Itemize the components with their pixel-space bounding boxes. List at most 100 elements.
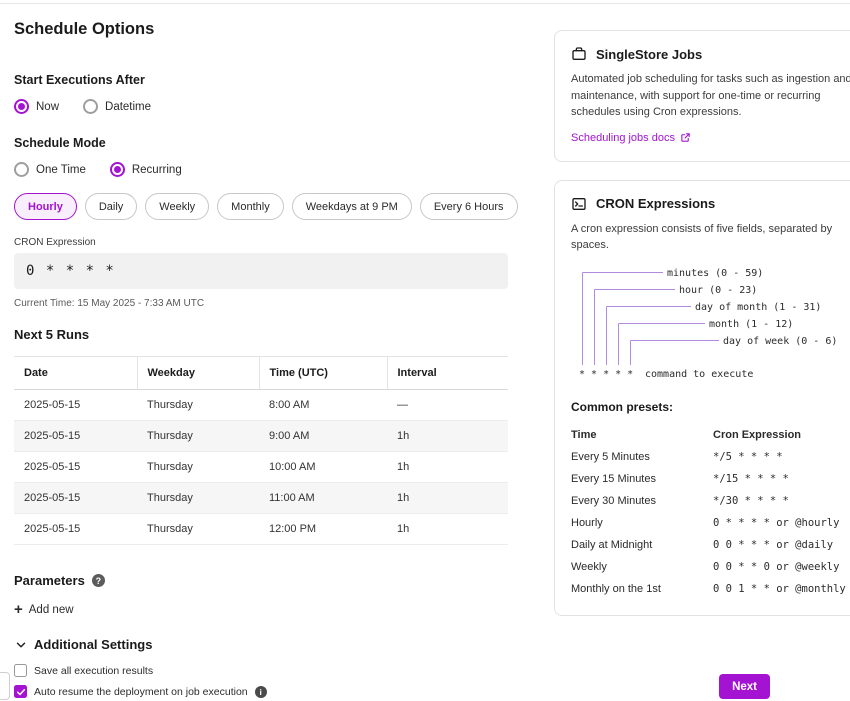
radio-label: Recurring [131, 163, 182, 176]
common-presets-title: Common presets: [571, 399, 674, 414]
jobs-info-card: SingleStore Jobs Automated job schedulin… [554, 30, 850, 162]
help-panel: SingleStore Jobs Automated job schedulin… [554, 30, 850, 634]
cron-presets-table: Time Cron Expression Every 5 Minutes */5… [571, 424, 850, 600]
chip-monthly[interactable]: Monthly [217, 193, 284, 220]
cell-time: 9:00 AM [259, 420, 387, 452]
radio-selected-icon [14, 99, 29, 114]
cell-date: 2025-05-15 [14, 451, 137, 483]
scheduling-docs-label: Scheduling jobs docs [571, 131, 675, 144]
radio-one-time[interactable]: One Time [14, 162, 86, 177]
chip-hourly[interactable]: Hourly [14, 193, 77, 220]
radio-recurring[interactable]: Recurring [109, 162, 182, 177]
table-row: 2025-05-15 Thursday 12:00 PM 1h [14, 513, 508, 545]
column-header-interval: Interval [387, 356, 508, 390]
radio-unselected-icon [83, 99, 99, 114]
cell-interval: 1h [387, 482, 508, 514]
radio-label: Now [36, 100, 60, 113]
cron-field-day-of-month: day of month (1 - 31) [695, 302, 821, 313]
chip-weekly[interactable]: Weekly [145, 193, 210, 220]
checkbox-save-results[interactable]: Save all execution results [14, 664, 153, 677]
preset-row: Weekly 0 0 * * 0 or @weekly [571, 556, 850, 578]
chip-weekdays-9pm[interactable]: Weekdays at 9 PM [291, 193, 412, 220]
preset-time: Hourly [571, 516, 603, 529]
table-row: 2025-05-15 Thursday 10:00 AM 1h [14, 451, 508, 483]
cell-date: 2025-05-15 [14, 389, 137, 421]
cron-card-title: CRON Expressions [596, 196, 716, 211]
cell-time: 8:00 AM [259, 389, 387, 421]
checkbox-label: Auto resume the deployment on job execut… [34, 685, 248, 698]
cron-diagram: minutes (0 - 59) hour (0 - 23) day of mo… [579, 268, 837, 380]
jobs-card-body: Automated job scheduling for tasks such … [571, 73, 850, 118]
cell-time: 11:00 AM [259, 482, 387, 514]
preset-row: Every 30 Minutes */30 * * * * [571, 490, 850, 512]
schedule-mode-label: Schedule Mode [14, 136, 106, 150]
preset-row: Every 5 Minutes */5 * * * * [571, 446, 850, 468]
preset-chips: Hourly Daily Weekly Monthly Weekdays at … [14, 193, 518, 220]
preset-row: Every 15 Minutes */15 * * * * [571, 468, 850, 490]
cell-interval: 1h [387, 451, 508, 483]
page-title: Schedule Options [14, 20, 155, 38]
cell-weekday: Thursday [137, 389, 259, 421]
preset-time: Every 30 Minutes [571, 494, 656, 507]
additional-settings-label: Additional Settings [34, 637, 153, 652]
info-icon[interactable]: i [254, 685, 267, 698]
radio-datetime[interactable]: Datetime [83, 99, 151, 114]
preset-expression: 0 0 1 * * or @monthly [713, 582, 846, 595]
cell-weekday: Thursday [137, 513, 259, 545]
next-runs-table: Date Weekday Time (UTC) Interval 2025-05… [14, 356, 508, 545]
chip-daily[interactable]: Daily [84, 193, 138, 220]
checkbox-label: Save all execution results [34, 664, 154, 677]
preset-expression: 0 0 * * * or @daily [713, 538, 834, 551]
cutoff-button[interactable] [0, 672, 10, 700]
preset-time: Daily at Midnight [571, 538, 653, 551]
cell-weekday: Thursday [137, 420, 259, 452]
cron-field-minutes: minutes (0 - 59) [667, 268, 763, 279]
cell-interval: — [387, 389, 508, 421]
briefcase-icon [572, 47, 586, 60]
table-row: 2025-05-15 Thursday 9:00 AM 1h [14, 420, 508, 452]
radio-label: One Time [36, 163, 86, 176]
add-new-button[interactable]: + Add new [14, 602, 74, 617]
next-button[interactable]: Next [719, 674, 770, 699]
preset-col-time: Time [571, 428, 597, 441]
cron-info-card: CRON Expressions A cron expression consi… [554, 179, 850, 616]
radio-selected-icon [109, 162, 125, 177]
chevron-down-icon [16, 642, 26, 647]
cron-expression-input[interactable] [14, 253, 508, 289]
checkbox-auto-resume[interactable]: Auto resume the deployment on job execut… [14, 685, 267, 698]
current-time: Current Time: 15 May 2025 - 7:33 AM UTC [14, 298, 205, 309]
preset-expression: 0 0 * * 0 or @weekly [713, 560, 840, 573]
radio-now[interactable]: Now [14, 99, 59, 114]
cron-card-header: CRON Expressions [571, 196, 850, 212]
preset-time: Weekly [571, 560, 607, 573]
cell-date: 2025-05-15 [14, 513, 137, 545]
add-new-label: Add new [28, 603, 74, 616]
cron-card-body: A cron expression consists of five field… [571, 222, 833, 252]
external-link-icon [681, 133, 690, 142]
help-icon[interactable]: ? [91, 574, 105, 587]
preset-expression: */15 * * * * [713, 472, 789, 485]
chip-every-6-hours[interactable]: Every 6 Hours [419, 193, 518, 220]
terminal-icon [572, 197, 586, 210]
preset-col-expression: Cron Expression [713, 428, 802, 441]
cron-field-month: month (1 - 12) [709, 319, 793, 330]
preset-row: Monthly on the 1st 0 0 1 * * or @monthly [571, 578, 850, 600]
column-header-date: Date [14, 356, 138, 390]
preset-row: Hourly 0 * * * * or @hourly [571, 512, 850, 534]
jobs-card-title: SingleStore Jobs [596, 46, 703, 62]
preset-time: Every 5 Minutes [571, 450, 650, 463]
cron-stars: * * * * * [579, 369, 633, 380]
column-header-weekday: Weekday [137, 356, 260, 390]
scheduling-docs-link[interactable]: Scheduling jobs docs [571, 132, 691, 144]
start-after-options: Now Datetime [14, 99, 508, 114]
preset-time: Monthly on the 1st [571, 582, 661, 595]
preset-row: Daily at Midnight 0 0 * * * or @daily [571, 534, 850, 556]
cell-weekday: Thursday [137, 482, 259, 514]
cell-interval: 1h [387, 513, 508, 545]
checkbox-unchecked-icon [14, 664, 27, 677]
parameters-header: Parameters ? [14, 555, 508, 588]
preset-expression: */5 * * * * [713, 450, 783, 463]
additional-settings-toggle[interactable]: Additional Settings [14, 637, 152, 652]
table-row: 2025-05-15 Thursday 11:00 AM 1h [14, 482, 508, 514]
radio-unselected-icon [14, 162, 29, 177]
